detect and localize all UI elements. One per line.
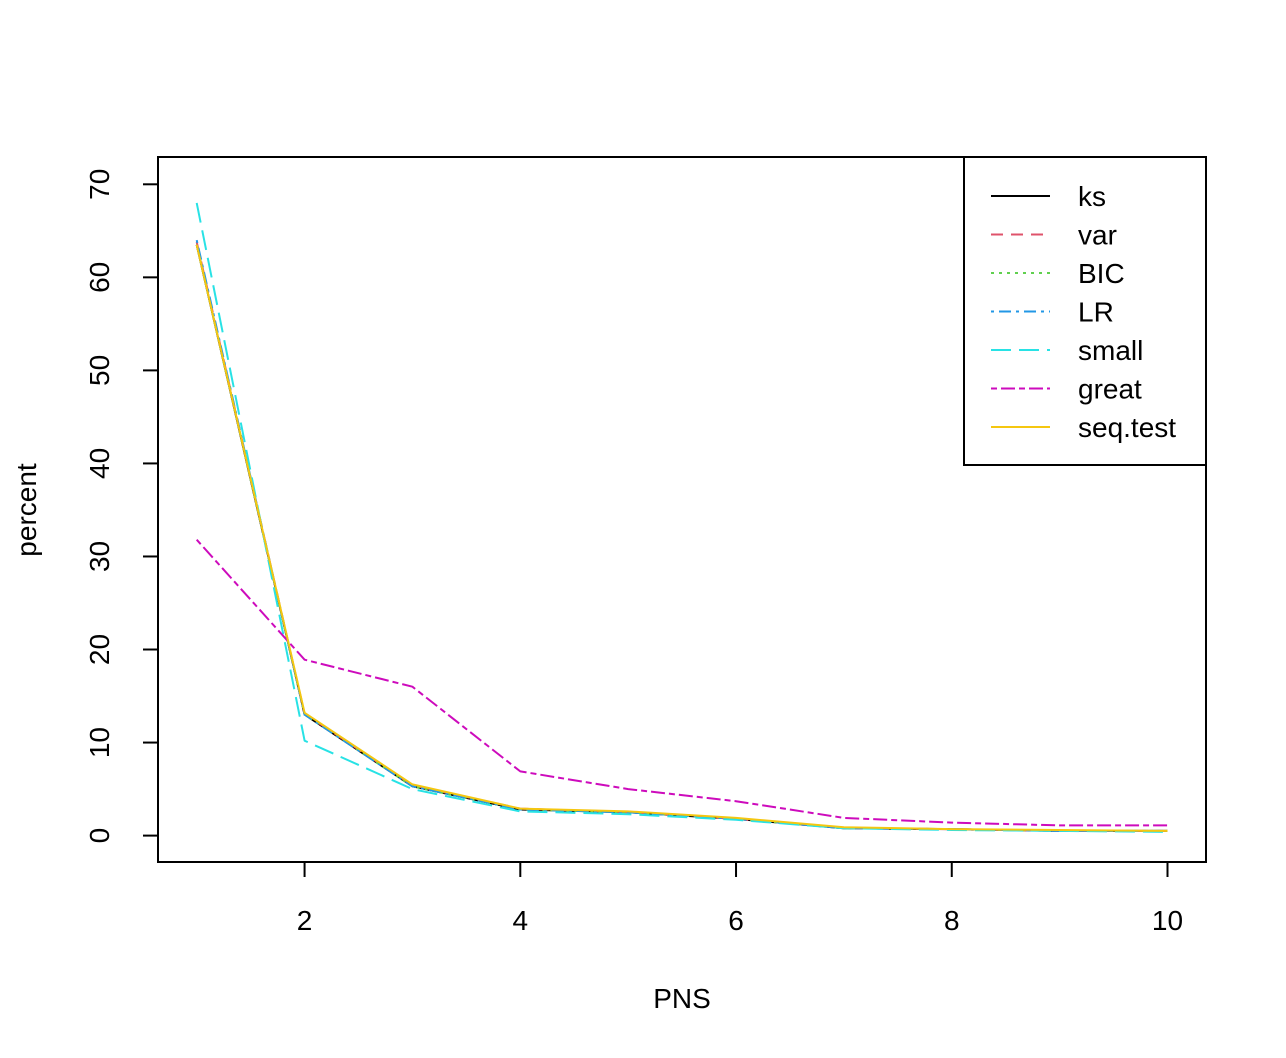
legend-label-seq-test: seq.test bbox=[1078, 412, 1176, 443]
x-tick-label: 4 bbox=[513, 905, 529, 936]
y-tick-label: 0 bbox=[84, 828, 115, 844]
series-layer bbox=[195, 202, 1168, 833]
y-tick-label: 40 bbox=[84, 448, 115, 479]
legend: ks var BIC LR small great seq.test bbox=[963, 156, 1207, 466]
series-line-great bbox=[195, 539, 1168, 827]
x-tick-label: 10 bbox=[1152, 905, 1183, 936]
legend-label-BIC: BIC bbox=[1078, 258, 1125, 289]
y-tick-label: 10 bbox=[84, 727, 115, 758]
x-tick-label: 2 bbox=[297, 905, 313, 936]
y-tick-label: 30 bbox=[84, 541, 115, 572]
x-tick-label: 8 bbox=[944, 905, 960, 936]
x-axis: 2 4 6 8 10 bbox=[297, 861, 1183, 936]
y-tick-label: 70 bbox=[84, 169, 115, 200]
y-axis: 0 10 20 30 40 50 60 70 bbox=[84, 169, 159, 844]
y-axis-title: percent bbox=[11, 463, 42, 557]
legend-label-LR: LR bbox=[1078, 297, 1114, 328]
legend-label-small: small bbox=[1078, 335, 1143, 366]
y-tick-label: 50 bbox=[84, 355, 115, 386]
y-tick-label: 20 bbox=[84, 634, 115, 665]
y-tick-label: 60 bbox=[84, 262, 115, 293]
series-line-seq-test bbox=[195, 244, 1168, 832]
legend-items: ks var BIC LR small great seq.test bbox=[991, 181, 1176, 443]
x-tick-label: 6 bbox=[728, 905, 744, 936]
x-axis-title: PNS bbox=[653, 983, 711, 1014]
legend-label-var: var bbox=[1078, 220, 1117, 251]
legend-label-ks: ks bbox=[1078, 181, 1106, 212]
legend-label-great: great bbox=[1078, 374, 1142, 405]
